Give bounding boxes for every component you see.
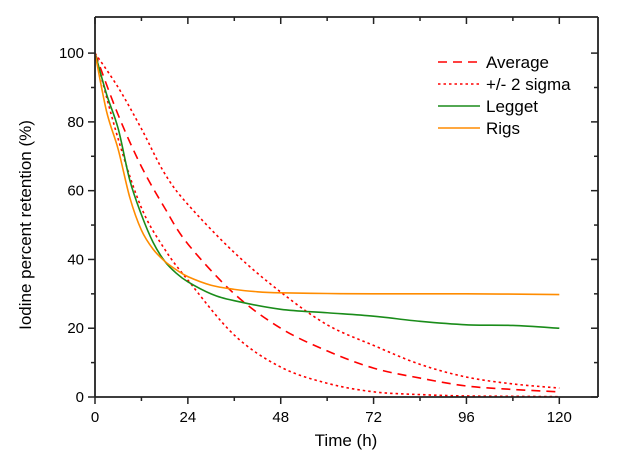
series-line-2-sigma-upper [94, 52, 560, 389]
y-tick-label: 20 [67, 320, 84, 337]
y-tick-label: 0 [76, 389, 84, 406]
y-tick-label: 100 [59, 45, 84, 62]
legend-label-legget: Legget [486, 97, 538, 116]
x-tick-label: 72 [365, 409, 382, 426]
ticks-layer: 0 24 48 72 96 120 0 20 40 60 80 100 [59, 17, 598, 426]
series-line-legget [94, 52, 560, 330]
x-tick-label: 96 [458, 409, 475, 426]
series-layer [94, 52, 560, 398]
x-tick-label: 48 [272, 409, 289, 426]
y-tick-label: 60 [67, 183, 84, 200]
x-axis-title: Time (h) [315, 431, 378, 450]
legend-label-rigs: Rigs [486, 119, 520, 138]
series-line-rigs [94, 52, 560, 296]
x-tick-label: 0 [91, 409, 99, 426]
legend-label-2-sigma: +/- 2 sigma [486, 75, 571, 94]
series-line-2-sigma-lower [94, 52, 560, 398]
y-tick-label: 40 [67, 251, 84, 268]
legend-label-average: Average [486, 53, 549, 72]
legend: Average +/- 2 sigma Legget Rigs [438, 53, 571, 138]
x-tick-label: 120 [547, 409, 572, 426]
y-axis-title: Iodine percent retention (%) [16, 120, 35, 330]
axes-layer [94, 16, 599, 398]
series-line-average [94, 52, 560, 393]
x-tick-label: 24 [180, 409, 197, 426]
y-tick-label: 80 [67, 114, 84, 131]
